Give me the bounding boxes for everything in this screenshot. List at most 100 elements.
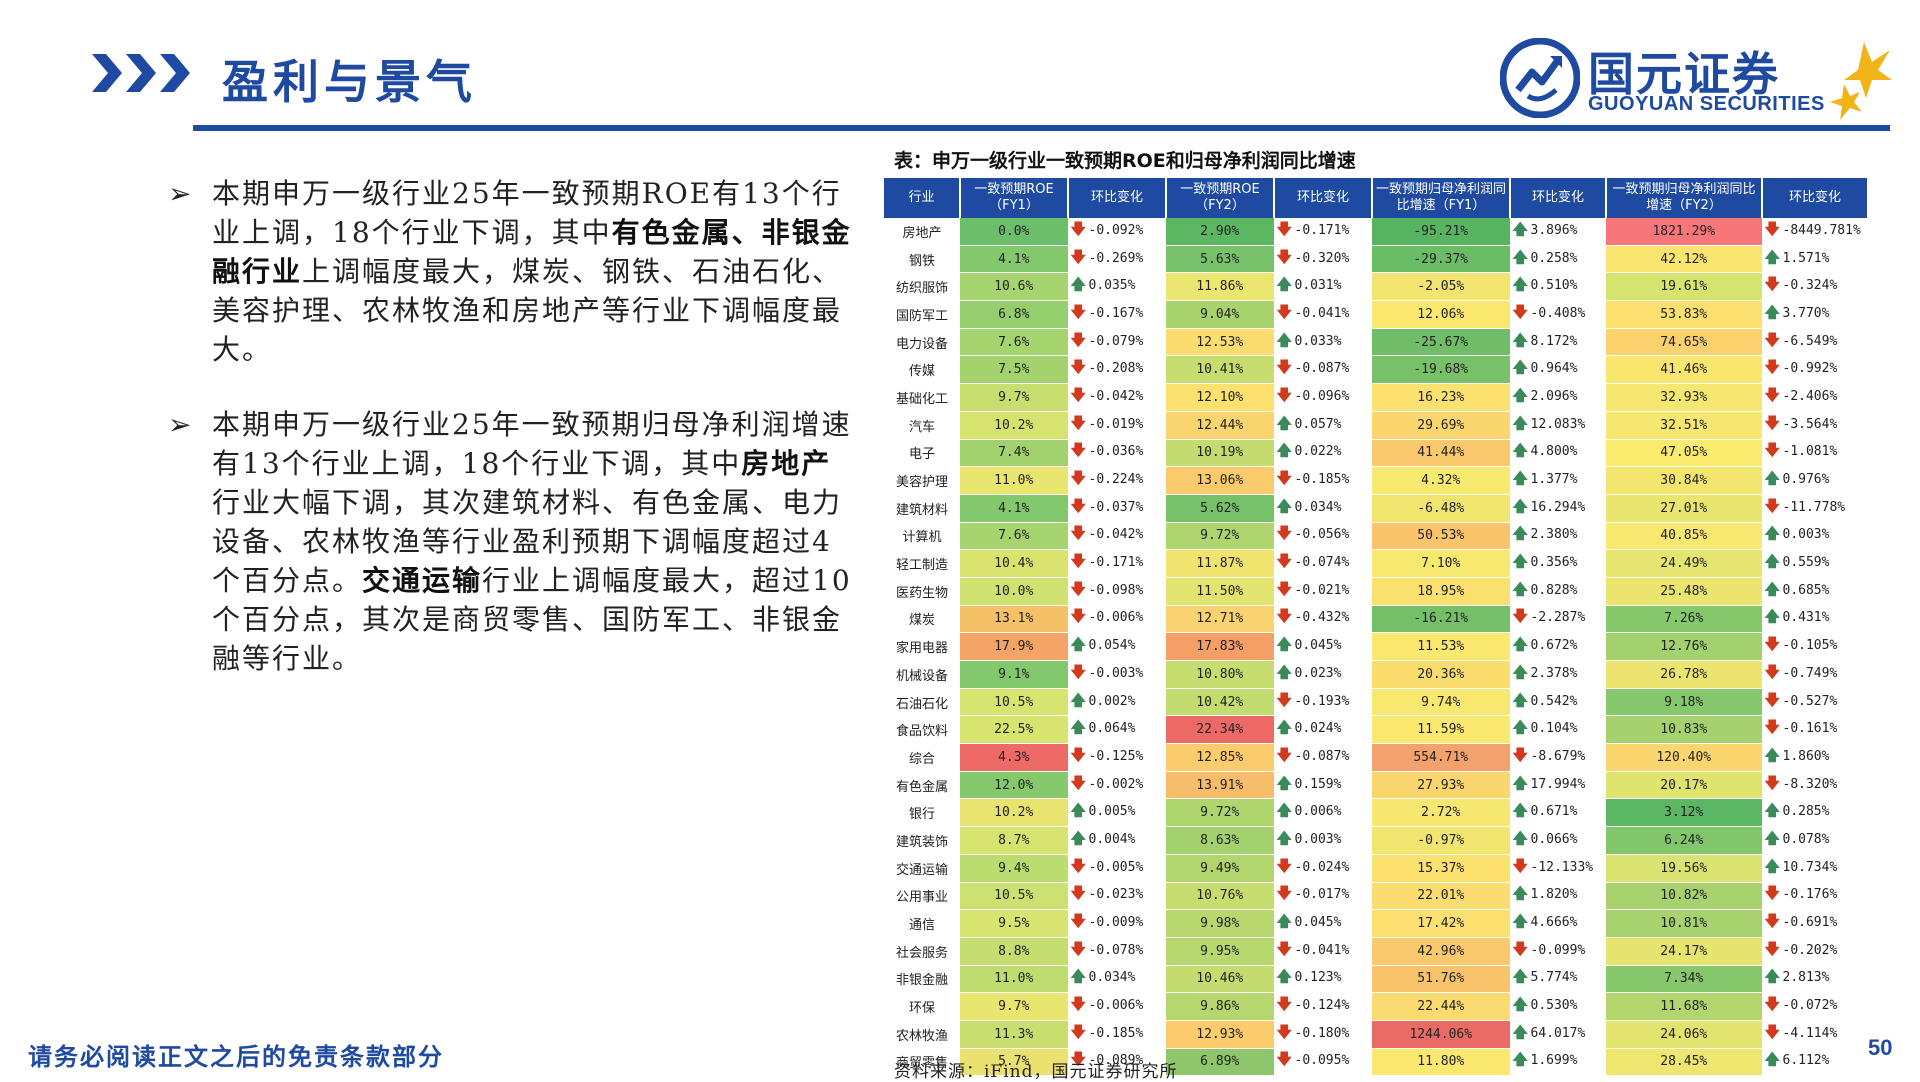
arrow-up-icon: 🡅 <box>1764 607 1780 626</box>
logo-chinese-name: 国元证券 <box>1588 47 1780 101</box>
change-cell: 🡇 -0.408% <box>1510 300 1606 329</box>
arrow-up-icon: 🡅 <box>1512 469 1528 488</box>
arrow-up-icon: 🡅 <box>1512 801 1528 820</box>
change-cell: 🡇 -0.269% <box>1068 245 1166 274</box>
change-cell: 🡇 -0.161% <box>1762 715 1868 745</box>
industry-cell: 计算机 <box>884 522 960 551</box>
arrow-down-icon: 🡇 <box>1764 1022 1780 1041</box>
table-row: 银行 10.2% 🡅 0.005% 9.72% 🡅 0.006% 2.72% 🡅 0.671% 3.… <box>884 798 1868 828</box>
value-cell: -29.37% <box>1372 245 1511 274</box>
change-cell: 🡇 -0.098% <box>1068 577 1166 606</box>
change-cell: 🡇 -0.092% <box>1068 218 1166 246</box>
value-cell: -16.21% <box>1372 605 1511 634</box>
value-cell: 5.7% <box>960 1048 1069 1077</box>
industry-cell: 商贸零售 <box>884 1048 960 1077</box>
change-value: -0.320% <box>1294 250 1350 266</box>
change-cell: 🡅 0.123% <box>1274 965 1372 994</box>
value-cell: 18.95% <box>1372 577 1511 606</box>
industry-cell: 医药生物 <box>884 577 960 606</box>
industry-cell: 通信 <box>884 909 960 938</box>
arrow-up-icon: 🡅 <box>1512 247 1528 266</box>
change-value: -0.024% <box>1294 859 1350 875</box>
arrow-up-icon: 🡅 <box>1512 441 1528 460</box>
change-value: -0.161% <box>1782 721 1838 737</box>
arrow-down-icon: 🡇 <box>1070 912 1086 931</box>
arrow-up-icon: 🡅 <box>1512 579 1528 598</box>
change-cell: 🡇 -0.003% <box>1068 660 1166 689</box>
change-cell: 🡇 -6.549% <box>1762 328 1868 357</box>
change-cell: 🡅 0.356% <box>1510 549 1606 578</box>
change-cell: 🡅 0.828% <box>1510 577 1606 606</box>
change-value: -0.074% <box>1294 555 1350 571</box>
table-header-cell: 一致预期ROE（FY2） <box>1166 178 1275 218</box>
change-value: -0.023% <box>1088 887 1144 903</box>
arrow-up-icon: 🡅 <box>1276 496 1292 515</box>
value-cell: 1244.06% <box>1372 1020 1511 1049</box>
table-header-cell: 环比变化 <box>1068 178 1167 218</box>
change-value: -0.009% <box>1088 915 1144 931</box>
arrow-up-icon: 🡅 <box>1276 801 1292 820</box>
change-value: -0.171% <box>1294 222 1350 238</box>
change-value: 0.356% <box>1530 555 1578 571</box>
value-cell: 120.40% <box>1606 743 1763 772</box>
value-cell: 1821.29% <box>1606 218 1763 246</box>
value-cell: 12.71% <box>1166 605 1275 634</box>
table-row: 建筑材料 4.1% 🡇 -0.037% 5.62% 🡅 0.034% -6.48% 🡅 16.29… <box>884 494 1868 523</box>
value-cell: 9.1% <box>960 660 1069 689</box>
value-cell: 12.85% <box>1166 743 1275 772</box>
industry-forecast-table: 行业 一致预期ROE（FY1） 环比变化 一致预期ROE（FY2） 环比变化 一致预期归母… <box>884 178 1869 1077</box>
industry-cell: 美容护理 <box>884 466 960 495</box>
industry-cell: 建筑材料 <box>884 494 960 523</box>
value-cell: 11.3% <box>960 1020 1069 1049</box>
arrow-up-icon: 🡅 <box>1764 856 1780 875</box>
change-value: 0.530% <box>1530 998 1578 1014</box>
industry-cell: 钢铁 <box>884 245 960 274</box>
change-value: -0.193% <box>1294 693 1350 709</box>
change-value: 12.083% <box>1530 416 1586 432</box>
industry-cell: 煤炭 <box>884 605 960 634</box>
value-cell: 11.0% <box>960 965 1069 994</box>
change-cell: 🡅 4.800% <box>1510 439 1606 468</box>
change-cell: 🡅 8.172% <box>1510 328 1606 357</box>
value-cell: 12.06% <box>1372 300 1511 329</box>
table-row: 国防军工 6.8% 🡇 -0.167% 9.04% 🡇 -0.041% 12.06% 🡇 -0.4… <box>884 300 1868 329</box>
table-row: 纺织服饰 10.6% 🡅 0.035% 11.86% 🡅 0.031% -2.05% 🡅 0.51… <box>884 272 1868 302</box>
change-value: -0.079% <box>1088 333 1144 349</box>
change-cell: 🡇 -0.042% <box>1068 383 1166 412</box>
change-value: -0.099% <box>1530 942 1586 958</box>
arrow-down-icon: 🡇 <box>1276 690 1292 709</box>
value-cell: 13.91% <box>1166 771 1275 800</box>
change-value: 0.057% <box>1294 416 1342 432</box>
change-cell: 🡅 3.770% <box>1762 300 1868 329</box>
change-cell: 🡅 0.023% <box>1274 660 1372 689</box>
table-row: 有色金属 12.0% 🡇 -0.002% 13.91% 🡅 0.159% 27.93% 🡅 17.… <box>884 771 1868 800</box>
table-row: 基础化工 9.7% 🡇 -0.042% 12.10% 🡇 -0.096% 16.23% 🡅 2.0… <box>884 383 1868 412</box>
arrow-down-icon: 🡇 <box>1276 579 1292 598</box>
value-cell: 19.61% <box>1606 272 1763 302</box>
change-value: -8.679% <box>1530 748 1586 764</box>
arrow-down-icon: 🡇 <box>1070 441 1086 460</box>
arrow-down-icon: 🡇 <box>1764 884 1780 903</box>
value-cell: 4.1% <box>960 245 1069 274</box>
value-cell: 47.05% <box>1606 439 1763 468</box>
value-cell: 19.56% <box>1606 854 1763 883</box>
value-cell: 22.44% <box>1372 992 1511 1021</box>
arrow-down-icon: 🡇 <box>1070 607 1086 626</box>
change-cell: 🡇 -0.089% <box>1068 1048 1166 1077</box>
change-value: 0.034% <box>1294 499 1342 515</box>
change-value: -2.406% <box>1782 388 1838 404</box>
change-cell: 🡇 -4.114% <box>1762 1020 1868 1049</box>
change-value: -0.432% <box>1294 610 1350 626</box>
table-row: 轻工制造 10.4% 🡇 -0.171% 11.87% 🡇 -0.074% 7.10% 🡅 0.3… <box>884 549 1868 578</box>
change-cell: 🡅 17.994% <box>1510 771 1606 800</box>
change-value: 0.023% <box>1294 665 1342 681</box>
change-value: -0.185% <box>1294 472 1350 488</box>
change-value: 0.045% <box>1294 638 1342 654</box>
arrow-up-icon: 🡅 <box>1764 302 1780 321</box>
arrow-down-icon: 🡇 <box>1276 1050 1292 1069</box>
value-cell: 10.81% <box>1606 909 1763 938</box>
change-cell: 🡅 2.378% <box>1510 660 1606 689</box>
change-cell: 🡇 -0.105% <box>1762 632 1868 661</box>
change-value: 1.571% <box>1782 250 1830 266</box>
change-value: -0.098% <box>1088 582 1144 598</box>
